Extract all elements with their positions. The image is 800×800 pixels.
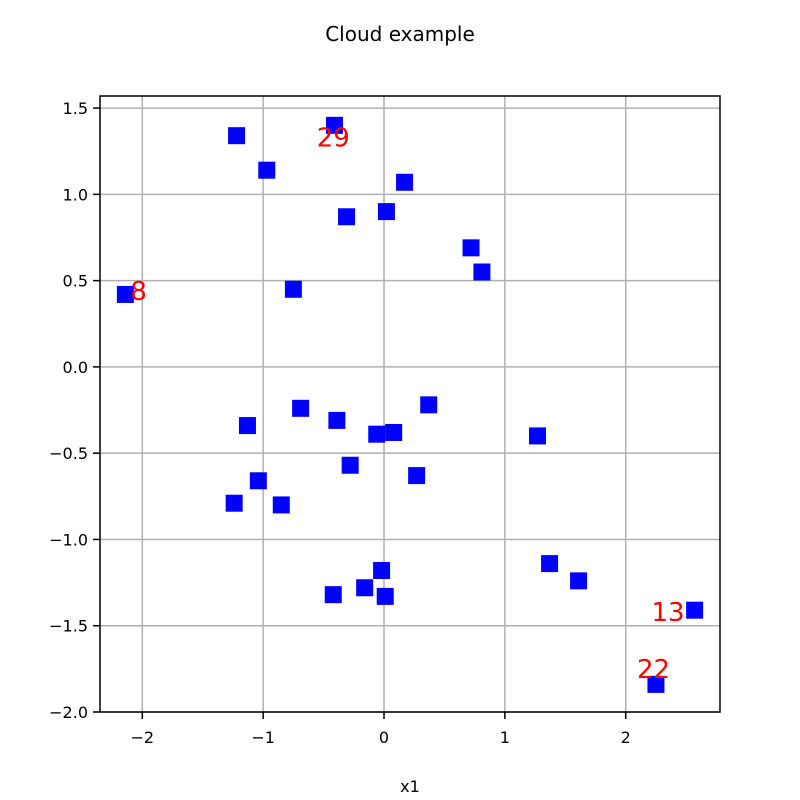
x-tick-label: 1 (500, 728, 510, 747)
data-point-square (396, 173, 414, 191)
data-point-square (272, 496, 290, 514)
data-point-square (258, 161, 276, 179)
data-point-square (408, 467, 426, 485)
data-point-square (116, 285, 134, 303)
data-point-square (376, 587, 394, 605)
data-point-square (377, 203, 395, 221)
data-point-square (473, 263, 491, 281)
y-tick-label: 1.0 (63, 185, 88, 204)
data-point-square (420, 396, 438, 414)
y-tick-label: −1.5 (49, 617, 88, 636)
point-annotation-label: 13 (651, 598, 684, 628)
y-tick-label: 0.5 (63, 272, 88, 291)
chart-title: Cloud example (325, 22, 475, 46)
y-tick-label: 0.0 (63, 358, 88, 377)
x-tick-label: −2 (131, 728, 155, 747)
data-point-square (373, 562, 391, 580)
plot-frame (99, 95, 721, 713)
data-points (116, 116, 704, 693)
y-tick-label: −2.0 (49, 703, 88, 722)
data-point-square (462, 239, 480, 257)
x-axis-ticks: −2 −1 0 1 2 (131, 712, 631, 747)
data-point-square (385, 423, 403, 441)
data-point-square (541, 555, 559, 573)
y-tick-label: 1.5 (63, 99, 88, 118)
y-axis-ticks: −2.0 −1.5 −1.0 −0.5 0.0 0.5 1.0 1.5 (49, 99, 100, 722)
x-tick-label: 0 (379, 728, 389, 747)
data-point-square (284, 280, 302, 298)
data-point-square (341, 456, 359, 474)
data-point-square (228, 127, 246, 145)
data-point-square (328, 411, 346, 429)
data-point-square (570, 572, 588, 590)
data-point-square (529, 427, 547, 445)
point-annotation-label: 8 (130, 277, 147, 307)
point-annotation-label: 29 (317, 124, 350, 154)
point-annotation-label: 22 (637, 655, 670, 685)
data-point-square (225, 494, 243, 512)
data-point-square (292, 399, 310, 417)
data-point-square (324, 586, 342, 604)
data-point-square (686, 601, 704, 619)
data-point-square (368, 425, 386, 443)
data-point-square (647, 675, 665, 693)
x-tick-label: 2 (621, 728, 631, 747)
data-point-square (356, 579, 374, 597)
data-point-square (238, 417, 256, 435)
data-point-square (325, 116, 343, 134)
x-tick-label: −1 (251, 728, 275, 747)
point-annotations: 29 8 13 22 (130, 124, 684, 685)
data-point-square (249, 472, 267, 490)
x-axis-label: x1 (400, 777, 420, 796)
y-tick-label: −1.0 (49, 530, 88, 549)
data-point-square (338, 208, 356, 226)
y-tick-label: −0.5 (49, 444, 88, 463)
